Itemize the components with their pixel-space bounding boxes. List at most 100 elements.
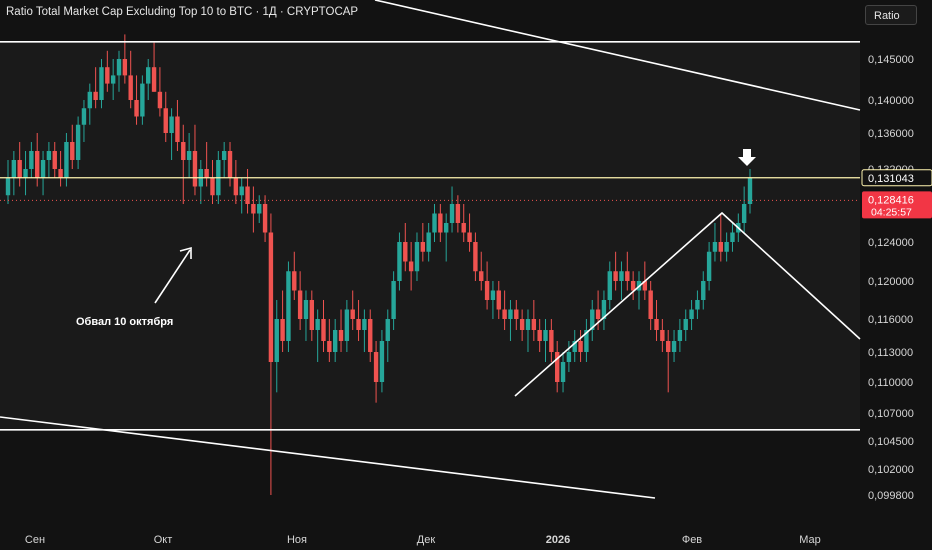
candle-body	[46, 151, 52, 160]
candle-body	[17, 160, 22, 178]
candle-body	[496, 290, 501, 310]
candle-body	[461, 223, 466, 233]
candle-body	[706, 251, 712, 281]
candle-body	[549, 330, 554, 352]
candle-body	[666, 341, 671, 352]
candle-body	[537, 330, 542, 341]
candle-body	[87, 91, 92, 109]
candle-body	[490, 290, 496, 300]
y-tick-label: 0,104500	[868, 436, 914, 448]
candle-body	[607, 271, 612, 300]
annotation-arrow-line	[154, 249, 191, 304]
current-price-tag	[862, 191, 932, 219]
candle-body	[502, 309, 507, 319]
candle-body	[747, 177, 753, 204]
candle-body	[52, 151, 57, 169]
candle-body	[262, 204, 268, 233]
candle-body	[671, 341, 677, 352]
candle-body	[578, 341, 583, 352]
candle-body	[157, 91, 163, 109]
candle-body	[134, 100, 139, 117]
x-tick-label: Мар	[799, 534, 821, 546]
candle-body	[554, 352, 560, 382]
candle-body	[292, 271, 297, 291]
candle-body	[730, 232, 735, 242]
candle-body	[467, 232, 472, 242]
candle-body	[297, 290, 303, 319]
candle-body	[268, 232, 274, 362]
candle-body	[64, 142, 69, 178]
candle-body	[163, 108, 168, 133]
candle-body	[332, 330, 338, 352]
y-tick-label: 0,136000	[868, 128, 914, 140]
scale-mode-button[interactable]: Ratio	[865, 5, 917, 25]
candle-body	[181, 142, 186, 160]
candle-body	[35, 151, 40, 178]
candle-body	[344, 309, 350, 341]
candle-body	[362, 319, 367, 330]
candle-body	[601, 300, 607, 319]
candle-body	[572, 341, 577, 352]
candle-body	[23, 169, 28, 178]
candle-body	[426, 232, 431, 252]
candle-body	[514, 309, 519, 319]
candle-body	[210, 177, 215, 196]
candle-body	[309, 300, 315, 330]
candle-body	[58, 169, 63, 178]
x-tick-label: Фев	[682, 534, 702, 546]
candle-body	[186, 151, 192, 160]
candle-body	[373, 352, 379, 382]
y-tick-label: 0,116000	[868, 314, 913, 326]
candle-body	[525, 319, 531, 330]
candle-body	[712, 242, 718, 252]
candle-body	[683, 319, 688, 330]
x-tick-label: 2026	[546, 534, 570, 546]
candle-body	[443, 223, 449, 233]
candle-body	[642, 281, 648, 291]
candle-body	[327, 341, 332, 352]
y-tick-label: 0,124000	[868, 237, 914, 249]
y-tick-label: 0,140000	[868, 95, 914, 107]
candle-body	[648, 290, 653, 319]
down-arrow-icon	[738, 149, 756, 166]
candle-body	[403, 242, 408, 262]
level-price-label: 0,131043	[868, 173, 914, 185]
candle-body	[303, 300, 309, 319]
y-tick-label: 0,110000	[868, 377, 913, 389]
chart-title: Ratio Total Market Cap Excluding Top 10 …	[6, 6, 359, 18]
candle-body	[227, 151, 233, 178]
y-tick-label: 0,145000	[868, 54, 914, 66]
y-tick-label: 0,102000	[868, 464, 914, 476]
candle-body	[274, 319, 279, 362]
candle-body	[420, 242, 426, 252]
candle-body	[508, 309, 513, 319]
candle-body	[741, 204, 747, 223]
candle-body	[280, 319, 285, 341]
candle-body	[122, 59, 128, 76]
current-price-label: 0,128416	[868, 194, 914, 206]
candle-body	[519, 319, 525, 330]
x-tick-label: Дек	[417, 534, 436, 546]
candle-body	[204, 169, 209, 178]
candle-body	[613, 271, 618, 281]
candle-body	[654, 319, 659, 330]
candle-body	[677, 330, 683, 341]
candle-body	[245, 186, 250, 204]
y-tick-label: 0,113000	[868, 347, 913, 359]
candle-body	[368, 319, 373, 352]
candle-body	[233, 177, 239, 196]
x-tick-label: Окт	[154, 534, 173, 546]
candle-body	[221, 151, 227, 160]
candle-body	[391, 281, 396, 319]
candle-body	[40, 160, 46, 178]
candle-body	[29, 151, 34, 169]
candle-body	[110, 75, 116, 84]
candle-body	[397, 242, 402, 281]
candle-body	[438, 213, 443, 233]
candle-body	[321, 319, 326, 341]
candle-body	[590, 309, 595, 330]
candle-body	[151, 67, 157, 92]
wedge-drawing	[514, 211, 861, 397]
candle-body	[531, 319, 537, 330]
